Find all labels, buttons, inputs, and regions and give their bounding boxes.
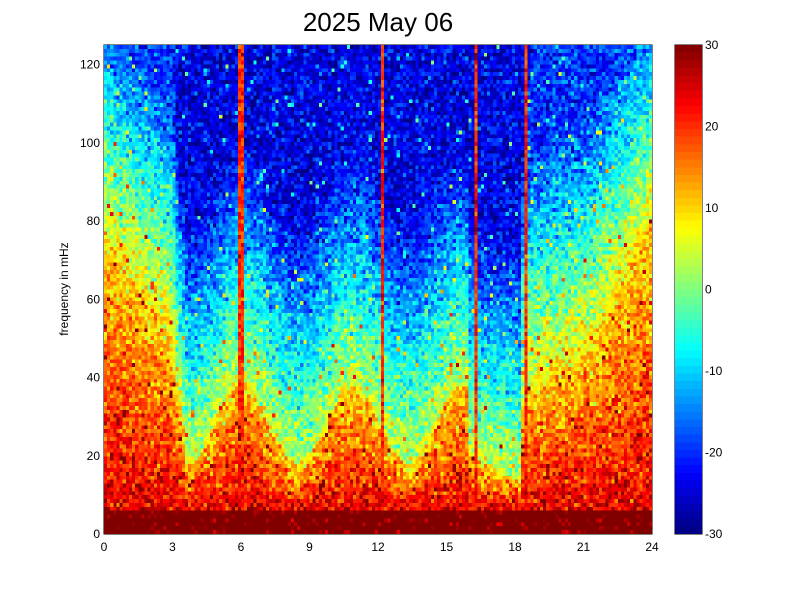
x-tick-label: 18: [508, 540, 522, 554]
colorbar-tick-label: -30: [705, 527, 723, 541]
colorbar-tick-label: 10: [705, 201, 719, 215]
x-tick-label: 15: [440, 540, 454, 554]
x-tick-label: 9: [306, 540, 313, 554]
y-tick-label: 0: [93, 527, 100, 541]
y-tick-label: 20: [87, 449, 101, 463]
x-tick-label: 21: [577, 540, 591, 554]
x-tick-label: 12: [371, 540, 385, 554]
colorbar: [675, 45, 702, 534]
colorbar-tick-label: -20: [705, 446, 723, 460]
x-tick-label: 24: [645, 540, 659, 554]
y-tick-label: 120: [80, 58, 100, 72]
x-tick-label: 3: [169, 540, 176, 554]
colorbar-tick-label: 20: [705, 120, 719, 134]
y-axis-label: frequency in mHz: [57, 242, 71, 335]
heatmap-cells: [104, 45, 652, 534]
colorbar-tick-label: 30: [705, 38, 719, 52]
chart-title: 2025 May 06: [303, 7, 453, 37]
colorbar-tick-label: -10: [705, 364, 723, 378]
x-tick-label: 6: [238, 540, 245, 554]
y-tick-label: 80: [87, 214, 101, 228]
x-tick-label: 0: [101, 540, 108, 554]
y-tick-label: 100: [80, 136, 100, 150]
y-tick-label: 40: [87, 371, 101, 385]
colorbar-tick-label: 0: [705, 283, 712, 297]
y-tick-label: 60: [87, 292, 101, 306]
